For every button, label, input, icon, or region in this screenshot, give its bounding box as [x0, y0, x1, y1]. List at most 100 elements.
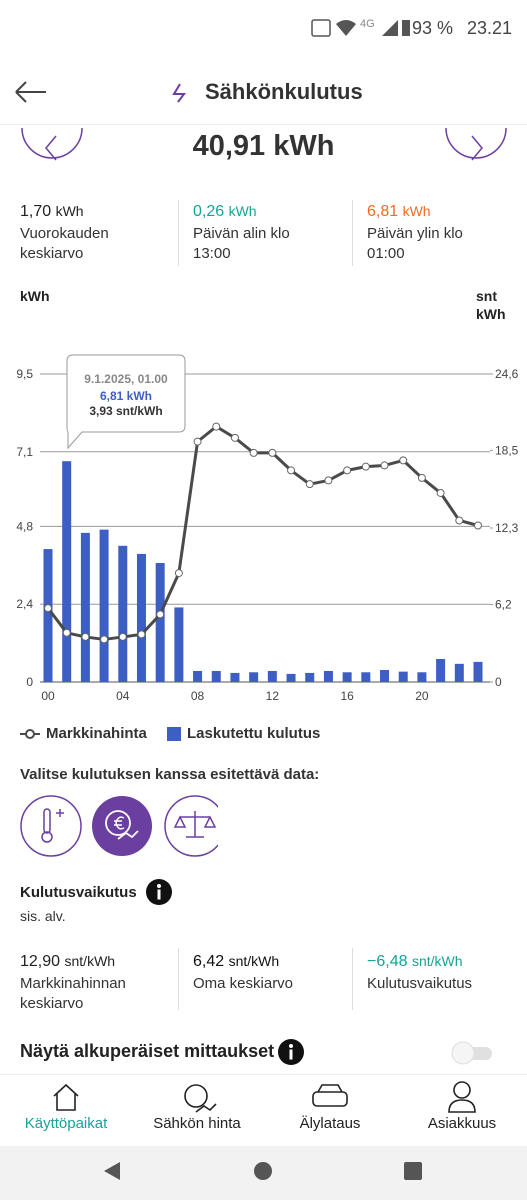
- tooltip-date: 9.1.2025, 01.00: [84, 372, 168, 386]
- total-consumption: 40,91 kWh: [192, 130, 335, 162]
- bar: [305, 672, 315, 682]
- bar: [99, 529, 109, 682]
- nav-tab[interactable]: Asiakkuus: [427, 1115, 497, 1132]
- stat: 1,70 kWh Vuorokauden keskiarvo: [20, 203, 170, 264]
- bar: [80, 532, 90, 682]
- impact-stat: 6,42 snt/kWh Oma keskiarvo: [193, 953, 343, 994]
- battery: 93 %: [412, 18, 454, 38]
- temperature-option[interactable]: [20, 795, 82, 857]
- section-title: Kulutusvaikutus: [20, 884, 137, 901]
- toggle[interactable]: [448, 1040, 496, 1066]
- y2-tick-label: 0: [495, 675, 502, 689]
- y-tick-label: 4,8: [16, 519, 33, 533]
- bar: [230, 672, 240, 682]
- y2-tick-label: 24,6: [495, 367, 519, 381]
- tooltip-price: 3,93 snt/kWh: [89, 404, 162, 418]
- nav-icons: [53, 1081, 476, 1113]
- y2-axis-label: snt: [476, 288, 497, 304]
- price-line: [46, 425, 479, 641]
- back-button[interactable]: [14, 80, 50, 104]
- stat-unit: kWh: [55, 203, 84, 219]
- header-divider: [0, 124, 527, 125]
- impact-stat: −6,48 snt/kWh Kulutusvaikutus: [367, 953, 517, 994]
- stat-label: Vuorokauden keskiarvo: [20, 225, 109, 262]
- tooltip-kwh: 6,81 kWh: [100, 389, 152, 403]
- legend-line-icon: [20, 729, 40, 739]
- price-point: [361, 462, 370, 471]
- price-point: [81, 632, 90, 641]
- price-point: [118, 632, 127, 641]
- price-option[interactable]: [92, 796, 152, 856]
- bar: [417, 672, 427, 682]
- price-point: [455, 516, 464, 525]
- y-tick-label: 7,1: [16, 445, 33, 459]
- info-icon[interactable]: [277, 1038, 305, 1066]
- prev-day[interactable]: [20, 116, 84, 178]
- toggle-label: Näytä alkuperäiset mittaukset: [20, 1041, 275, 1061]
- legend-label: Laskutettu kulutus: [187, 725, 321, 742]
- x-tick-label: 16: [340, 689, 354, 703]
- nav-tab[interactable]: Älylataus: [299, 1115, 361, 1132]
- nav-tab[interactable]: Käyttöpaikat: [24, 1115, 108, 1132]
- legend-swatch: [167, 727, 181, 741]
- divider: [352, 948, 353, 1010]
- price-point: [417, 473, 426, 482]
- price-point: [287, 466, 296, 475]
- price-point: [230, 433, 239, 442]
- x-tick-label: 00: [41, 689, 55, 703]
- bar: [323, 670, 333, 682]
- price-point: [474, 521, 482, 530]
- price-point: [100, 635, 109, 644]
- price-point: [62, 628, 71, 637]
- balance-option[interactable]: [164, 795, 218, 857]
- stat-time: 13:00: [193, 245, 231, 262]
- price-point: [212, 422, 221, 431]
- y-tick-label: 2,4: [16, 597, 33, 611]
- stat: 6,81 kWh Päivän ylin klo 01:00: [367, 203, 517, 264]
- stat-value: 0,26: [193, 203, 225, 220]
- y-tick-label: 0: [26, 675, 33, 689]
- price-point: [249, 448, 258, 457]
- price-point: [137, 630, 146, 639]
- bar: [118, 545, 128, 682]
- impact-stat: 12,90 snt/kWh Markkinahinnan keskiarvo: [20, 953, 170, 1014]
- bar: [249, 672, 259, 682]
- stat-unit: kWh: [402, 203, 431, 219]
- stat-unit: kWh: [228, 203, 257, 219]
- divider: [178, 948, 179, 1010]
- nav-tab[interactable]: Sähkön hinta: [153, 1115, 241, 1132]
- price-point: [156, 610, 165, 619]
- bar: [342, 672, 352, 682]
- stat-unit: snt/kWh: [228, 953, 280, 969]
- page-title: Sähkönkulutus: [205, 79, 363, 104]
- bar: [193, 670, 203, 682]
- price-point: [268, 448, 277, 457]
- bolt-icon: [172, 83, 186, 103]
- info-icon[interactable]: [145, 878, 173, 906]
- bar: [43, 549, 53, 682]
- section-title: Valitse kulutuksen kanssa esitettävä dat…: [20, 766, 320, 783]
- bar: [436, 658, 446, 682]
- y2-tick-label: 12,3: [495, 521, 519, 535]
- divider: [178, 200, 179, 266]
- y2-axis-label: kWh: [476, 306, 506, 322]
- legend-label: Markkinahinta: [46, 725, 147, 742]
- stat-time: 01:00: [367, 245, 405, 262]
- price-point: [343, 466, 352, 475]
- bar: [380, 670, 390, 682]
- bar: [267, 670, 277, 682]
- price-point: [324, 476, 333, 485]
- next-day[interactable]: [444, 116, 508, 178]
- y-tick-label: 9,5: [16, 367, 33, 381]
- x-tick-label: 12: [266, 689, 280, 703]
- price-point: [436, 488, 445, 497]
- vat-note: sis. alv.: [20, 908, 66, 924]
- bottom-nav: [0, 1074, 527, 1147]
- bar: [174, 607, 184, 682]
- stat-unit: snt/kWh: [64, 953, 116, 969]
- bar: [155, 563, 165, 682]
- bar: [473, 661, 483, 682]
- stat-value: 1,70: [20, 203, 52, 220]
